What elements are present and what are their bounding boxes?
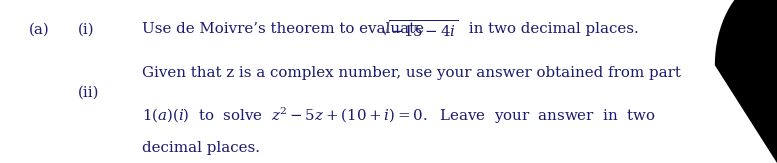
Polygon shape	[715, 0, 777, 163]
Text: Given that z is a complex number, use your answer obtained from part: Given that z is a complex number, use yo…	[142, 66, 681, 80]
Text: (ii): (ii)	[78, 86, 99, 100]
Text: (a): (a)	[29, 22, 50, 36]
Text: in two decimal places.: in two decimal places.	[464, 22, 639, 36]
Text: $1(a)(i)\ \ \mathrm{to\ \ solve}\ \ z^2 - 5z + (10 + i) = 0.\ \ \mathrm{Leave\ \: $1(a)(i)\ \ \mathrm{to\ \ solve}\ \ z^2 …	[142, 106, 656, 126]
Text: (i): (i)	[78, 22, 94, 36]
Text: Use de Moivre’s theorem to evaluate: Use de Moivre’s theorem to evaluate	[142, 22, 429, 36]
Text: $\sqrt{-15-4i}$: $\sqrt{-15-4i}$	[380, 19, 458, 40]
Text: decimal places.: decimal places.	[142, 141, 260, 155]
